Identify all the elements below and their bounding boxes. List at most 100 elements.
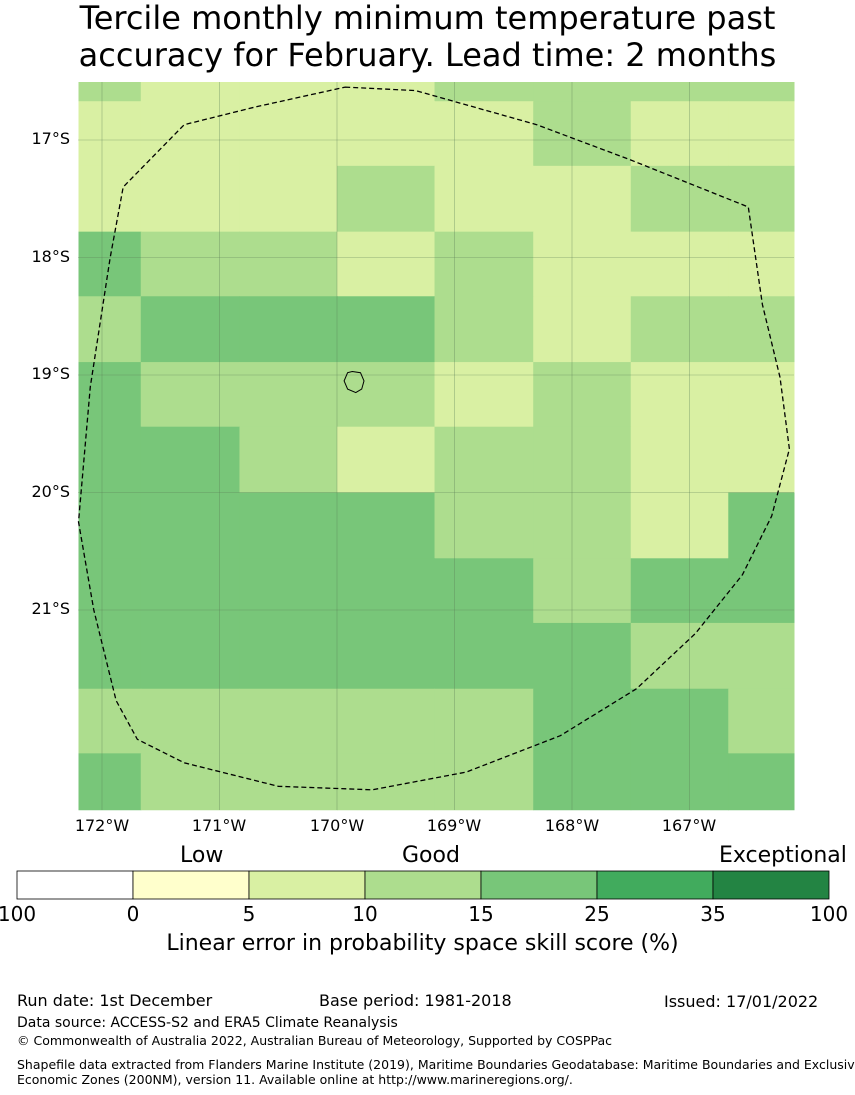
grid-cell [630,82,729,102]
grid-cell [78,362,142,428]
grid-cell [434,426,534,493]
grid-cell [140,558,240,624]
grid-cell [533,231,632,297]
grid-cell [140,362,240,428]
grid-cell [533,82,632,102]
cb-tick: 100 [0,902,37,926]
grid-cell [728,101,795,167]
lat-label-17s: 17°S [31,129,70,148]
grid-cell [728,231,795,297]
grid-cell [239,165,338,233]
grid-cell [630,296,729,363]
grid-cell [728,558,795,624]
lon-label-168w: 168°W [544,816,600,835]
grid-cell [337,753,436,811]
grid-cell [337,622,436,690]
graticule [78,82,794,810]
grid-cell [140,165,240,233]
grid-cell [239,492,338,559]
grid-cell [239,426,338,493]
colorbar-label: Linear error in probability space skill … [166,931,679,956]
grid-cell [434,362,534,428]
grid-cell [337,688,436,754]
grid-cell [78,426,142,493]
colorbar-bin [712,870,830,900]
lon-label-170w: 170°W [309,816,365,835]
grid-cell [533,296,632,363]
grid-cell [630,753,729,811]
cb-tick: 10 [352,902,378,926]
grid-cell [239,622,338,690]
lat-label-21s: 21°S [31,599,70,618]
grid-cell [533,426,632,493]
category-exceptional: Exceptional [719,843,847,868]
grid-cell [140,82,240,102]
grid-cell [239,558,338,624]
grid-cell [434,82,534,102]
cb-tick: 100 [809,902,849,926]
grid-cell [434,753,534,811]
grid-cell [533,558,632,624]
category-good: Good [402,843,460,868]
grid-cell [78,231,142,297]
cb-tick: 0 [126,902,140,926]
grid-cell [434,165,534,233]
grid-cell [239,296,338,363]
grid-cell [434,101,534,167]
grid-cell [630,688,729,754]
grid-cell [434,622,534,690]
grid-cell [728,82,795,102]
grid-cell [337,82,436,102]
grid-cell [728,622,795,690]
eez-boundary [77,86,791,791]
lat-label-19s: 19°S [31,364,70,383]
grid-cell [630,426,729,493]
lon-label-171w: 171°W [191,816,247,835]
grid-cell [434,231,534,297]
grid-cell [728,753,795,811]
grid-cell [78,82,142,102]
grid-cell [78,622,142,690]
grid-cell [337,558,436,624]
grid-cell [630,622,729,690]
lon-label-167w: 167°W [661,816,717,835]
grid-cell [533,688,632,754]
grid-cell [140,492,240,559]
title-line-2: accuracy for February. Lead time: 2 mont… [78,36,777,74]
cb-tick: 15 [468,902,494,926]
grid-cell [78,688,142,754]
grid-cell [140,101,240,167]
lat-label-20s: 20°S [31,482,70,501]
category-low: Low [180,843,224,868]
grid-cell [533,622,632,690]
grid-cell [533,101,632,167]
colorbar-bin [16,870,134,900]
shapefile-credit-2: Economic Zones (200NM), version 11. Avai… [17,1072,573,1087]
grid-cell [78,165,142,233]
cb-tick: 35 [700,902,726,926]
grid-cell [78,492,142,559]
grid-cell [337,296,436,363]
colorbar-bin [480,870,598,900]
grid-cell [533,753,632,811]
grid-cell [533,165,632,233]
grid-cell [239,231,338,297]
grid-cell [630,558,729,624]
grid-cell [140,622,240,690]
grid-cell [337,231,436,297]
lon-label-169w: 169°W [426,816,482,835]
grid-cell [239,101,338,167]
grid-cell [630,492,729,559]
base-period: Base period: 1981-2018 [319,991,512,1010]
grid-cell [630,101,729,167]
grid-cell [78,296,142,363]
grid-cell [728,165,795,233]
grid-cell [337,165,436,233]
grid-cell [337,426,436,493]
colorbar-bin [364,870,482,900]
lat-label-18s: 18°S [31,247,70,266]
grid-cell [140,296,240,363]
island-outline [343,370,365,394]
grid-cell [239,82,338,102]
